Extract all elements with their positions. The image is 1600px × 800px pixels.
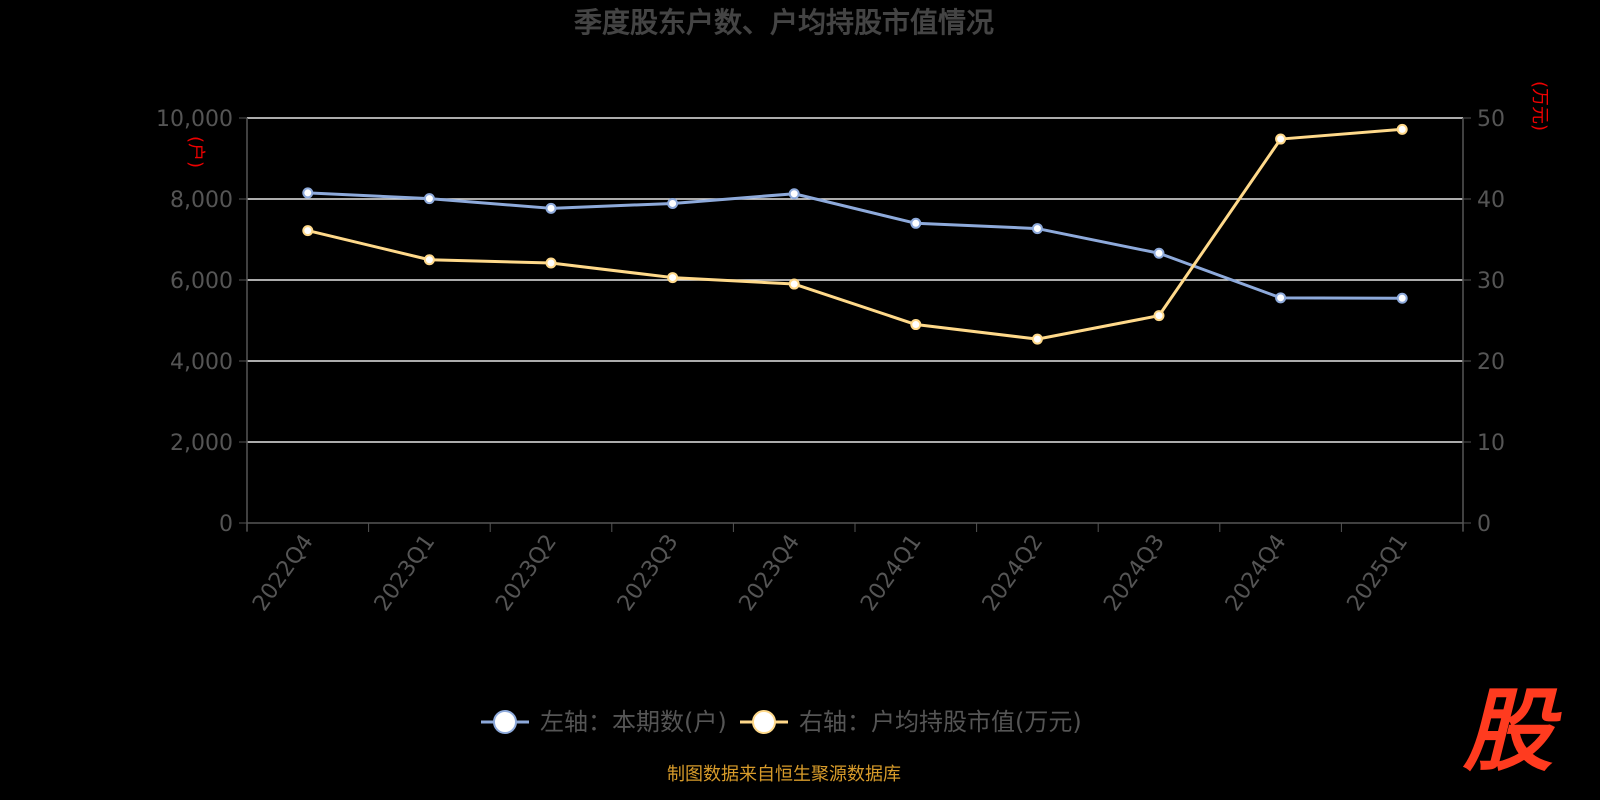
data-source-note: 制图数据来自恒生聚源数据库: [667, 764, 901, 785]
legend-item-left-axis[interactable]: 左轴：本期数(户): [481, 708, 727, 736]
grid: [247, 117, 1463, 443]
x-tick-label: 2025Q1: [1343, 530, 1414, 616]
series-2-point: [1153, 310, 1165, 322]
series-2-point: [788, 278, 800, 290]
y-left-ticks: 0 2,000 4,000 6,000 8,000 10,000: [156, 107, 233, 537]
y-left-tick-label: 10,000: [156, 107, 233, 132]
series-layer: [302, 123, 1408, 345]
y-left-tick-label: 2,000: [170, 431, 233, 456]
series-1-point: [545, 202, 557, 214]
y-left-tick-label: 4,000: [170, 350, 233, 375]
x-ticks: 2022Q4 2023Q1 2023Q2 2023Q3 2023Q4 2024Q1 2024…: [248, 530, 1413, 616]
y-right-tick-label: 40: [1477, 188, 1505, 213]
series-line-2: [307, 127, 1403, 341]
series-2-point: [667, 272, 679, 284]
legend-label-left: 左轴：本期数(户): [540, 708, 727, 736]
y-left-tick-label: 8,000: [170, 188, 233, 213]
legend-item-right-axis[interactable]: 右轴：户均持股市值(万元): [740, 708, 1082, 736]
y-right-tick-label: 0: [1477, 512, 1491, 537]
x-tick-label: 2023Q2: [491, 530, 562, 616]
series-2-point: [545, 257, 557, 269]
series-1-point: [1396, 292, 1408, 304]
axes: [239, 117, 1471, 532]
legend-label-right: 右轴：户均持股市值(万元): [799, 708, 1082, 736]
series-2-point: [1275, 133, 1287, 145]
series-2-point: [1031, 333, 1043, 345]
series-2-point: [1396, 123, 1408, 135]
legend-marker-left: [493, 710, 517, 734]
series-line-1: [307, 191, 1403, 300]
x-tick-label: 2024Q1: [856, 530, 927, 616]
x-tick-label: 2024Q3: [1099, 530, 1170, 616]
series-2-point: [423, 254, 435, 266]
series-1-point: [910, 217, 922, 229]
x-tick-label: 2023Q1: [370, 530, 441, 616]
series-1-point: [423, 193, 435, 205]
series-1-point: [1153, 247, 1165, 259]
y-right-ticks: 0 10 20 30 40 50: [1477, 107, 1505, 537]
chart-title: 季度股东户数、户均持股市值情况: [574, 6, 994, 39]
brand-logo: 股: [1462, 679, 1562, 784]
x-tick-label: 2023Q4: [735, 530, 806, 616]
series-1-point: [302, 187, 314, 199]
x-tick-label: 2022Q4: [248, 530, 319, 616]
y-left-unit: (户): [185, 136, 206, 168]
series-1-point: [788, 188, 800, 200]
legend-marker-right: [752, 710, 776, 734]
series-2-point: [302, 225, 314, 237]
y-right-tick-label: 30: [1477, 269, 1505, 294]
x-tick-label: 2024Q2: [978, 530, 1049, 616]
series-1-point: [667, 197, 679, 209]
series-1-point: [1031, 223, 1043, 235]
x-tick-label: 2023Q3: [613, 530, 684, 616]
series-1-point: [1275, 292, 1287, 304]
y-left-tick-label: 0: [219, 512, 233, 537]
y-right-unit: (万元): [1529, 81, 1550, 131]
y-right-tick-label: 50: [1477, 107, 1505, 132]
y-right-tick-label: 20: [1477, 350, 1505, 375]
y-left-tick-label: 6,000: [170, 269, 233, 294]
series-2-point: [910, 319, 922, 331]
x-tick-label: 2024Q4: [1221, 530, 1292, 616]
y-right-tick-label: 10: [1477, 431, 1505, 456]
legend[interactable]: 左轴：本期数(户) 右轴：户均持股市值(万元): [481, 708, 1082, 736]
